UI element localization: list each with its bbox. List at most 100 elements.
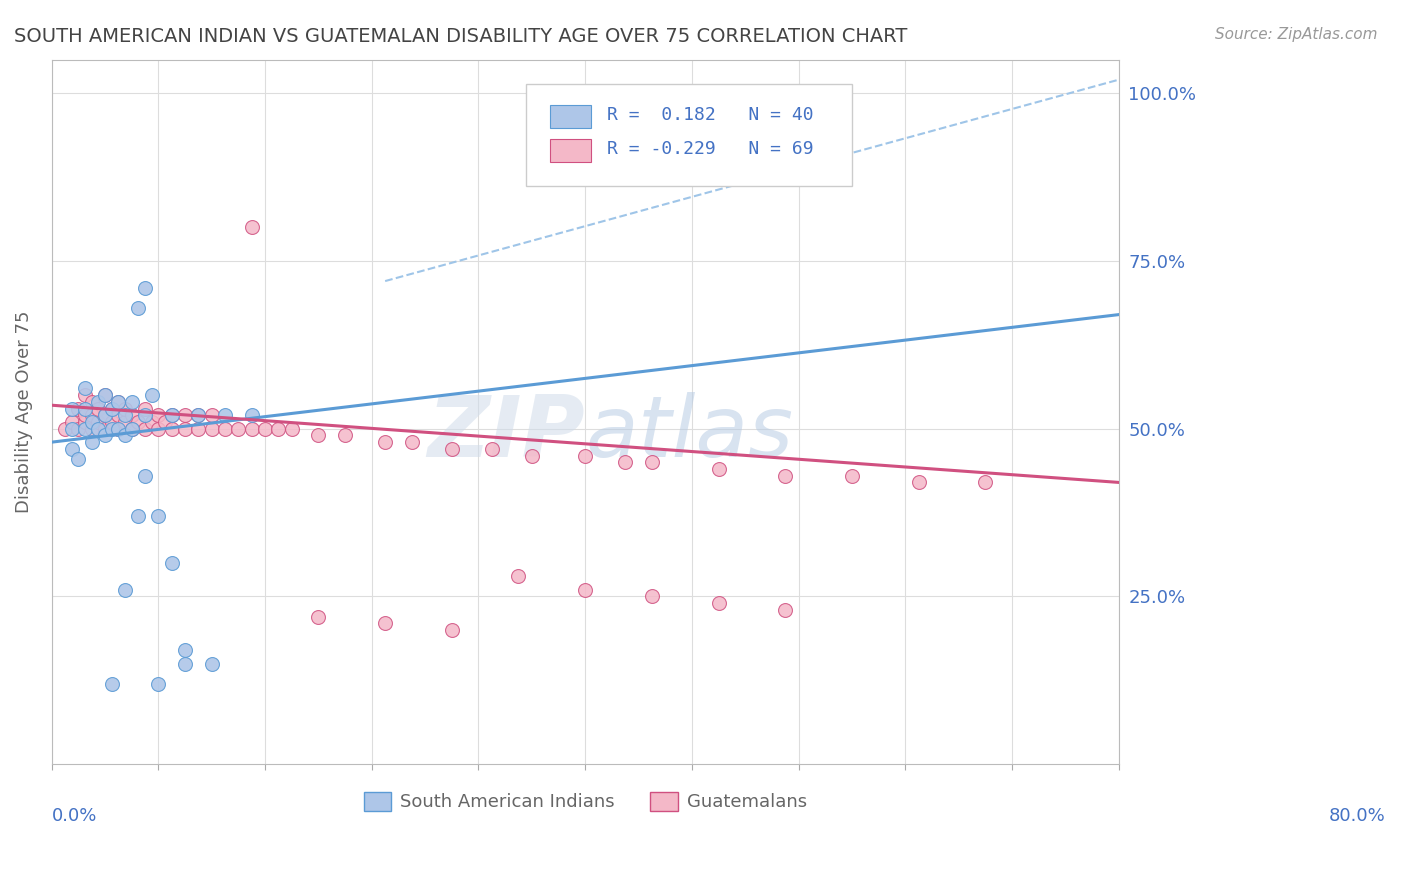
Point [160,556,183,570]
Point [100,401,122,416]
Point [60,422,83,436]
Point [907,475,929,490]
Point [94,422,117,436]
Point [148,422,170,436]
Point [94,388,117,402]
Point [80,395,103,409]
Point [160,422,183,436]
Point [114,401,136,416]
Point [127,415,149,429]
Point [60,401,83,416]
Point [134,401,156,416]
Point [75,388,97,402]
Point [148,508,170,523]
Point [160,409,183,423]
Point [707,462,730,476]
Point [240,422,263,436]
Point [94,388,117,402]
Point [574,582,596,597]
Point [94,409,117,423]
Point [401,435,423,450]
Point [60,415,83,429]
Point [60,442,83,456]
Legend: South American Indians, Guatemalans: South American Indians, Guatemalans [356,785,814,819]
Point [107,395,129,409]
FancyBboxPatch shape [550,105,591,128]
Point [94,409,117,423]
Point [87,401,110,416]
Point [134,409,156,423]
Point [107,422,129,436]
Point [153,415,176,429]
Point [127,301,149,315]
Point [80,435,103,450]
Point [374,616,396,631]
Point [134,422,156,436]
Point [174,409,197,423]
Point [107,409,129,423]
Point [75,422,97,436]
Point [201,422,224,436]
Point [187,409,209,423]
Point [134,281,156,295]
Point [87,415,110,429]
Point [520,449,543,463]
Point [174,657,197,671]
Point [75,401,97,416]
Point [773,603,796,617]
Point [75,415,97,429]
Text: SOUTH AMERICAN INDIAN VS GUATEMALAN DISABILITY AGE OVER 75 CORRELATION CHART: SOUTH AMERICAN INDIAN VS GUATEMALAN DISA… [14,27,907,45]
Point [121,422,143,436]
Point [100,401,122,416]
Point [121,409,143,423]
Point [201,409,224,423]
Point [100,422,122,436]
FancyBboxPatch shape [526,84,852,186]
Point [614,455,637,469]
Point [641,455,664,469]
Point [94,428,117,442]
Point [841,468,863,483]
Text: R =  0.182   N = 40: R = 0.182 N = 40 [606,106,813,124]
Point [87,395,110,409]
Point [121,395,143,409]
Point [100,677,122,691]
Point [75,409,97,423]
Point [134,468,156,483]
Point [80,415,103,429]
Point [148,677,170,691]
Point [141,415,163,429]
Y-axis label: Disability Age Over 75: Disability Age Over 75 [15,310,32,513]
Point [100,415,122,429]
Text: atlas: atlas [585,392,793,475]
Point [67,401,90,416]
Point [141,388,163,402]
Text: ZIP: ZIP [427,392,585,475]
Point [333,428,356,442]
Text: 80.0%: 80.0% [1329,806,1385,824]
Point [80,409,103,423]
Point [707,596,730,610]
Point [107,422,129,436]
Point [80,422,103,436]
Point [87,422,110,436]
Text: 0.0%: 0.0% [52,806,97,824]
Point [267,422,290,436]
Point [53,422,76,436]
FancyBboxPatch shape [550,139,591,161]
Point [281,422,304,436]
Point [114,428,136,442]
Point [214,422,236,436]
Point [67,451,90,466]
Point [240,220,263,235]
Point [214,409,236,423]
Point [160,409,183,423]
Point [187,422,209,436]
Point [440,442,463,456]
Point [114,582,136,597]
Point [67,422,90,436]
Point [240,409,263,423]
Point [114,415,136,429]
Point [308,609,330,624]
Point [148,409,170,423]
